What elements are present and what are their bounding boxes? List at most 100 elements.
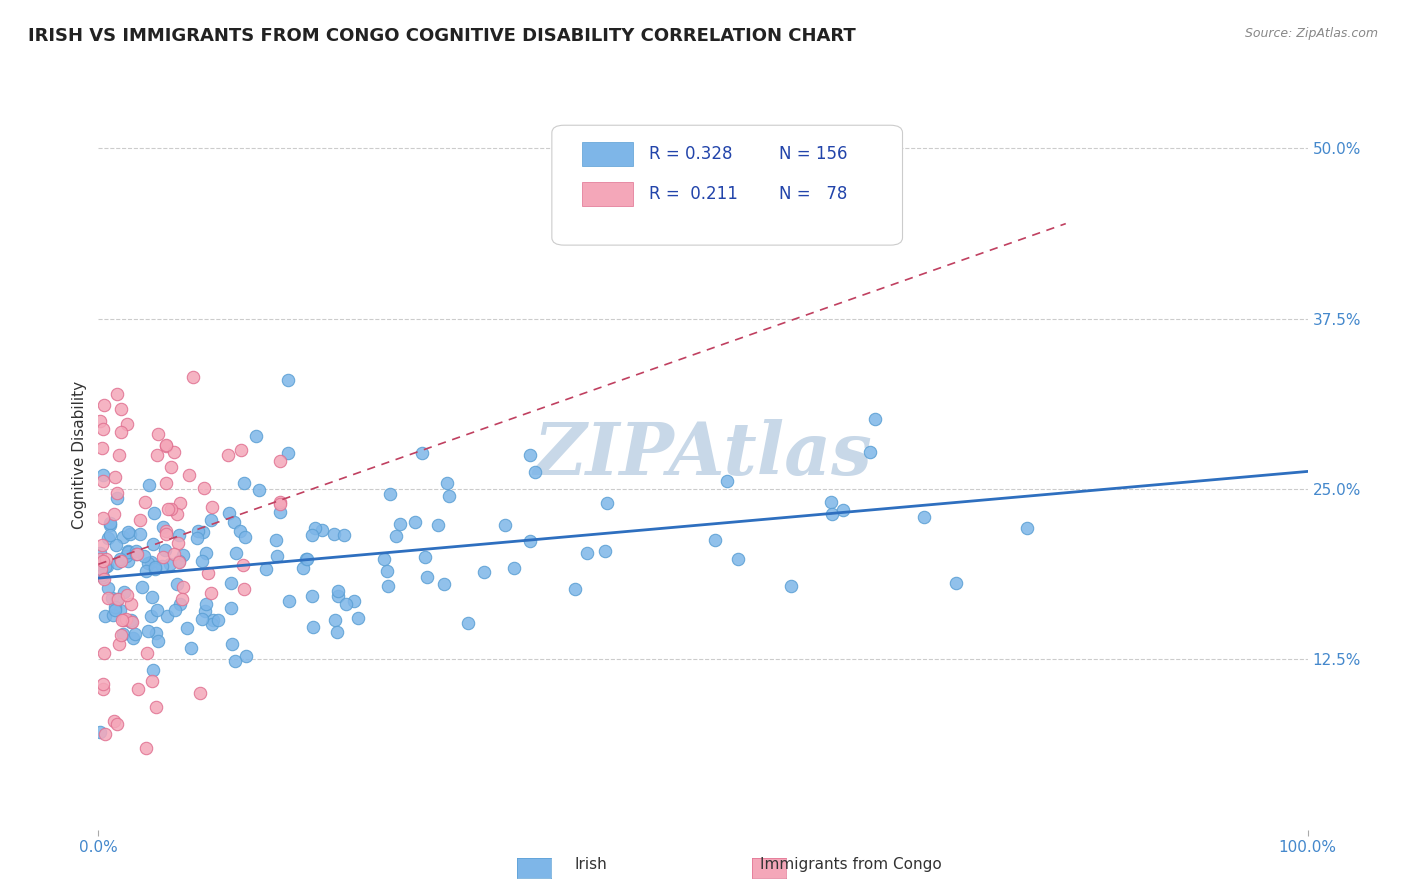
Immigrants from Congo: [125, 547, 148, 561]
Irish: [302, 620, 325, 634]
Irish: [105, 556, 128, 570]
Irish: [436, 475, 458, 490]
Immigrants from Congo: [155, 438, 177, 452]
Immigrants from Congo: [269, 497, 291, 511]
Irish: [89, 725, 111, 739]
Text: Irish: Irish: [574, 857, 607, 872]
Irish: [129, 526, 152, 541]
Immigrants from Congo: [93, 398, 115, 412]
Irish: [323, 613, 346, 627]
Irish: [191, 612, 214, 626]
Immigrants from Congo: [232, 558, 254, 572]
Irish: [1017, 521, 1039, 535]
Irish: [114, 549, 136, 563]
Irish: [437, 489, 460, 503]
Text: R = 0.328: R = 0.328: [648, 145, 733, 162]
Immigrants from Congo: [155, 527, 177, 541]
Text: N = 156: N = 156: [779, 145, 848, 162]
Immigrants from Congo: [97, 591, 120, 605]
Irish: [135, 564, 157, 578]
Irish: [207, 613, 229, 627]
Irish: [89, 546, 111, 560]
Irish: [322, 526, 344, 541]
Immigrants from Congo: [163, 547, 186, 561]
Immigrants from Congo: [188, 686, 211, 700]
Immigrants from Congo: [127, 682, 149, 697]
Irish: [219, 576, 242, 591]
Irish: [148, 634, 170, 648]
Irish: [326, 625, 349, 640]
FancyBboxPatch shape: [582, 142, 633, 166]
Irish: [457, 615, 479, 630]
Irish: [416, 569, 439, 583]
Immigrants from Congo: [135, 646, 157, 660]
Immigrants from Congo: [232, 582, 254, 596]
Irish: [131, 580, 153, 594]
Immigrants from Congo: [94, 552, 117, 566]
Irish: [593, 544, 616, 558]
Irish: [411, 445, 433, 459]
Irish: [413, 550, 436, 565]
Irish: [97, 531, 120, 545]
Irish: [858, 445, 880, 459]
Immigrants from Congo: [93, 572, 115, 586]
Immigrants from Congo: [217, 448, 239, 462]
Immigrants from Congo: [110, 628, 132, 642]
Irish: [194, 598, 217, 612]
Irish: [295, 552, 318, 566]
Immigrants from Congo: [166, 507, 188, 521]
Irish: [159, 557, 181, 571]
Text: R =  0.211: R = 0.211: [648, 186, 738, 203]
Immigrants from Congo: [91, 474, 114, 488]
Irish: [98, 516, 121, 530]
Irish: [235, 648, 257, 663]
Immigrants from Congo: [108, 637, 131, 651]
Irish: [375, 565, 398, 579]
Immigrants from Congo: [91, 677, 114, 691]
Immigrants from Congo: [104, 469, 127, 483]
Immigrants from Congo: [105, 486, 128, 500]
Immigrants from Congo: [200, 586, 222, 600]
Immigrants from Congo: [160, 502, 183, 516]
Irish: [945, 576, 967, 591]
Irish: [194, 604, 217, 618]
Irish: [494, 518, 516, 533]
Irish: [863, 412, 886, 426]
Irish: [97, 581, 120, 595]
Irish: [98, 518, 121, 533]
Immigrants from Congo: [89, 414, 111, 428]
Irish: [105, 491, 128, 506]
Irish: [202, 613, 225, 627]
Irish: [269, 505, 291, 519]
Irish: [278, 594, 301, 608]
Irish: [166, 577, 188, 591]
Irish: [328, 589, 350, 603]
Immigrants from Congo: [156, 501, 179, 516]
Irish: [832, 502, 855, 516]
Immigrants from Congo: [114, 612, 136, 626]
Immigrants from Congo: [110, 425, 132, 439]
Irish: [187, 524, 209, 538]
Irish: [301, 589, 323, 603]
Irish: [225, 547, 247, 561]
Irish: [112, 530, 135, 544]
Irish: [142, 537, 165, 551]
Irish: [169, 554, 191, 568]
Irish: [195, 546, 218, 560]
Irish: [104, 603, 127, 617]
Immigrants from Congo: [91, 421, 114, 435]
Irish: [104, 600, 127, 615]
Irish: [304, 521, 326, 535]
Irish: [912, 509, 935, 524]
Irish: [404, 515, 426, 529]
Irish: [502, 561, 524, 575]
Immigrants from Congo: [91, 511, 114, 525]
Irish: [472, 565, 495, 579]
Irish: [820, 495, 842, 509]
Immigrants from Congo: [169, 555, 191, 569]
Irish: [143, 560, 166, 574]
Irish: [193, 525, 215, 540]
Irish: [152, 520, 174, 534]
FancyBboxPatch shape: [582, 182, 633, 206]
Immigrants from Congo: [197, 566, 219, 581]
